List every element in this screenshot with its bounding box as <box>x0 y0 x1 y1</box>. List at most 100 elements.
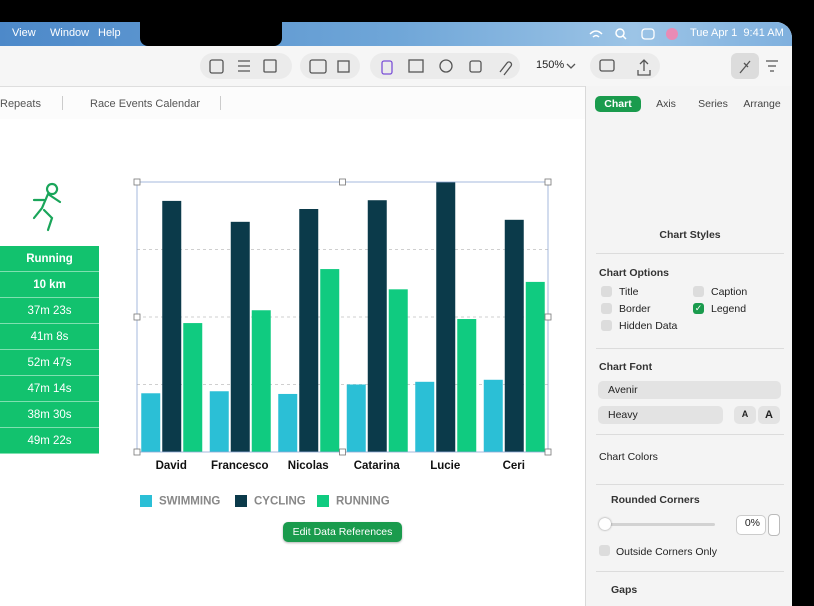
format-sidebar: Chart Axis Series Arrange Chart Styles Chart … <box>585 86 792 606</box>
resize-handle[interactable] <box>544 313 552 321</box>
running-icon <box>32 182 62 232</box>
table-cell: 38m 30s <box>0 402 99 428</box>
table-cell: 47m 14s <box>0 376 99 402</box>
bar <box>436 182 456 452</box>
x-tick-label: David <box>156 460 187 472</box>
size-button[interactable] <box>758 406 780 424</box>
x-tick-label: Catarina <box>354 460 401 472</box>
sheet-tab[interactable]: Repeats <box>0 98 41 110</box>
checkbox[interactable] <box>601 286 612 297</box>
tab-separator <box>62 96 63 110</box>
bar <box>525 281 545 452</box>
size-button[interactable] <box>734 406 756 424</box>
sidebar-tab[interactable]: Axis <box>656 98 676 110</box>
selected-tab <box>595 96 641 112</box>
toolbar-group <box>370 53 520 79</box>
section-title: Chart Font <box>599 361 653 373</box>
size-button-label[interactable]: A <box>765 409 773 421</box>
font-weight[interactable]: Heavy <box>608 409 638 421</box>
value-field[interactable] <box>736 515 766 535</box>
divider <box>596 348 784 349</box>
section-title: Chart Options <box>599 267 669 279</box>
bar <box>251 310 271 452</box>
menu-item[interactable]: Help <box>98 27 121 39</box>
header-cell: Running <box>0 246 99 272</box>
section-title[interactable]: Gaps <box>611 584 638 596</box>
legend-swatch <box>140 495 152 507</box>
divider <box>596 571 784 572</box>
edit-data-button[interactable]: Edit Data References <box>283 522 402 542</box>
resize-handle[interactable] <box>133 313 141 321</box>
zoom-level[interactable]: 150% <box>536 59 565 71</box>
clock: Tue Apr 1 9:41 AM <box>690 27 784 39</box>
divider <box>596 434 784 435</box>
sidebar-tab[interactable]: Series <box>698 98 728 110</box>
menu-item[interactable]: Window <box>50 27 90 39</box>
font-select[interactable] <box>598 381 781 399</box>
slider-knob[interactable] <box>599 518 611 530</box>
toolbar: 150% <box>0 46 792 87</box>
checkbox-label: Title <box>619 286 639 298</box>
stepper[interactable] <box>768 514 780 536</box>
status-icons <box>589 28 678 40</box>
resize-handle[interactable] <box>339 178 346 186</box>
header-cell: 10 km <box>0 272 99 298</box>
chart-canvas: David Francesco Nicolas Catarina Lucie Ceri SW… <box>32 178 552 508</box>
checkbox[interactable]: ✓ <box>693 303 704 314</box>
legend-swatch <box>317 495 329 507</box>
slider-track <box>603 523 715 526</box>
bar <box>388 289 408 452</box>
sheet-tab[interactable]: Race Events Calendar <box>90 98 201 110</box>
sidebar-tab[interactable]: Arrange <box>743 98 781 110</box>
bar <box>320 269 340 452</box>
x-tick-label: Francesco <box>211 460 269 472</box>
legend-swatch <box>235 495 247 507</box>
bar <box>457 319 477 452</box>
bar <box>367 200 387 452</box>
bar <box>278 393 298 452</box>
resize-handle[interactable] <box>133 178 141 186</box>
checkbox-label: Legend <box>711 303 747 315</box>
bar <box>162 200 182 452</box>
bar <box>299 209 319 452</box>
styles-label: Chart Styles <box>659 229 721 241</box>
bar <box>415 381 435 452</box>
size-button-label[interactable]: A <box>741 409 749 419</box>
bar <box>230 221 250 452</box>
chart[interactable]: David Francesco Nicolas Catarina Lucie Ceri SW… <box>32 178 552 508</box>
bar <box>504 219 524 452</box>
checkbox-label: Hidden Data <box>619 320 678 332</box>
rounded-value[interactable]: 0% <box>744 517 760 529</box>
x-tick-label: Lucie <box>430 460 460 472</box>
table-cell: 37m 23s <box>0 298 99 324</box>
resize-handle[interactable] <box>133 448 141 456</box>
bar <box>183 323 203 452</box>
checkbox[interactable] <box>601 320 612 331</box>
camera-notch <box>140 22 282 46</box>
weight-select[interactable] <box>598 406 723 424</box>
tab-separator <box>220 96 221 110</box>
font-name[interactable]: Avenir <box>608 384 638 396</box>
resize-handle[interactable] <box>544 178 552 186</box>
checkbox[interactable] <box>693 286 704 297</box>
section-title: Chart Colors <box>599 451 658 463</box>
menu-item[interactable]: View <box>12 27 36 39</box>
toolbar-icons <box>209 59 778 76</box>
section-title: Rounded Corners <box>611 494 700 506</box>
bar <box>209 391 229 452</box>
resize-handle[interactable] <box>544 448 552 456</box>
resize-handle[interactable] <box>339 448 346 456</box>
sidebar-tab[interactable]: Chart <box>604 98 632 110</box>
legend-label: RUNNING <box>336 496 390 508</box>
checkbox[interactable] <box>601 303 612 314</box>
table-cell: 49m 22s <box>0 428 99 454</box>
checkbox-label: Outside Corners Only <box>616 546 717 558</box>
legend-label: SWIMMING <box>159 496 220 508</box>
legend-label: CYCLING <box>254 496 306 508</box>
checkbox-label: Caption <box>711 286 748 298</box>
checkbox[interactable] <box>599 545 610 556</box>
x-tick-label: Nicolas <box>288 460 329 472</box>
table-cell: 52m 47s <box>0 350 99 376</box>
bar <box>346 384 366 452</box>
